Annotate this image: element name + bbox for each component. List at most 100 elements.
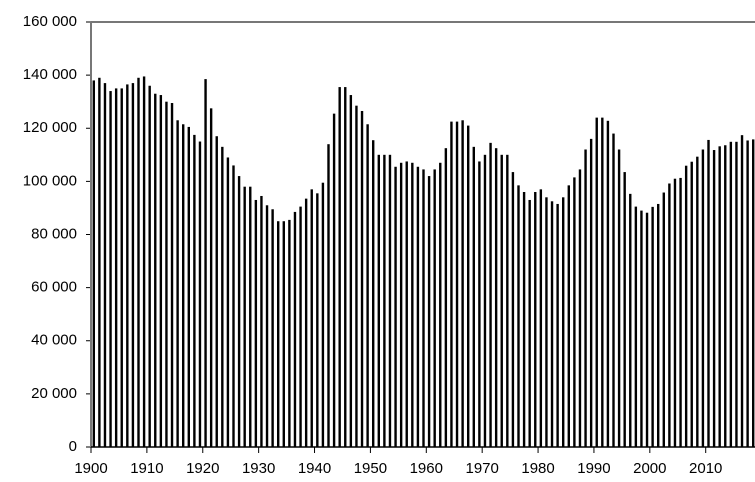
bar <box>746 140 749 447</box>
bar <box>198 141 202 447</box>
bar <box>455 121 459 447</box>
bar <box>304 198 308 447</box>
bar <box>265 205 269 447</box>
bar <box>126 84 129 447</box>
bar <box>640 210 643 447</box>
bar <box>483 154 487 447</box>
bar <box>182 124 185 447</box>
bar <box>360 110 364 447</box>
x-tick-label: 1940 <box>298 460 331 477</box>
bar <box>629 193 632 447</box>
bar <box>427 176 431 447</box>
bar <box>550 201 554 447</box>
x-tick-label: 1960 <box>410 460 443 477</box>
bar <box>439 162 442 447</box>
bar <box>394 166 397 447</box>
bar <box>338 87 341 447</box>
bar <box>478 161 481 447</box>
bar <box>662 192 665 447</box>
x-tick-label: 1910 <box>130 460 163 477</box>
bar <box>556 203 559 447</box>
bar <box>634 206 638 447</box>
y-tick-label: 20 000 <box>31 385 77 402</box>
bar <box>288 219 291 447</box>
bar <box>372 140 375 447</box>
bar <box>159 95 163 447</box>
bar <box>226 157 230 447</box>
y-tick-label: 0 <box>69 438 77 455</box>
bar <box>712 150 716 447</box>
x-tick-label: 1900 <box>74 460 107 477</box>
bar <box>176 120 179 447</box>
bar <box>735 141 738 447</box>
y-tick-label: 160 000 <box>23 13 77 30</box>
bar <box>310 189 313 447</box>
bar <box>573 177 576 447</box>
bar <box>332 113 336 447</box>
bar <box>187 126 190 447</box>
bar <box>539 189 543 447</box>
bar <box>668 183 671 447</box>
bar <box>148 85 151 447</box>
bar <box>578 169 582 447</box>
bar <box>293 211 297 447</box>
y-tick-label: 60 000 <box>31 279 77 296</box>
bar <box>388 154 392 447</box>
bar <box>528 199 531 447</box>
bar <box>131 83 135 447</box>
bar <box>606 120 610 447</box>
bar <box>467 125 470 447</box>
bar <box>740 135 744 447</box>
y-tick-label: 40 000 <box>31 332 77 349</box>
bar <box>327 144 330 447</box>
y-tick-label: 140 000 <box>23 66 77 83</box>
bar <box>355 105 358 447</box>
bar <box>103 83 107 447</box>
bar <box>120 88 123 447</box>
bar <box>299 206 302 447</box>
bar <box>724 145 727 447</box>
bar <box>444 148 448 447</box>
bar <box>165 101 168 447</box>
bar <box>623 172 626 447</box>
x-tick-label: 1920 <box>186 460 219 477</box>
bar <box>316 193 319 447</box>
x-tick-label: 1990 <box>577 460 610 477</box>
bar <box>494 148 498 447</box>
bar <box>260 195 263 447</box>
bar <box>489 142 492 447</box>
bar <box>232 165 235 447</box>
x-tick-label: 1970 <box>465 460 498 477</box>
bar <box>679 177 682 447</box>
bar <box>349 95 353 447</box>
x-tick-label: 1930 <box>242 460 275 477</box>
bar <box>461 120 464 447</box>
bar <box>684 165 688 447</box>
bar <box>243 186 246 447</box>
bar <box>383 154 386 447</box>
bar <box>399 162 403 447</box>
x-tick-label: 1980 <box>521 460 554 477</box>
bar <box>344 87 347 447</box>
bar <box>366 124 369 447</box>
bar <box>752 139 755 447</box>
bar <box>377 154 380 447</box>
bar <box>584 149 587 447</box>
bar <box>450 121 453 447</box>
bar <box>506 154 509 447</box>
bar <box>237 176 241 447</box>
bar <box>707 139 710 447</box>
bar <box>617 149 621 447</box>
bar <box>696 156 699 447</box>
bar <box>701 149 705 447</box>
bar <box>142 76 146 447</box>
bar <box>589 138 593 447</box>
bar <box>170 103 174 447</box>
bar <box>612 133 615 447</box>
bar <box>433 169 436 447</box>
bar <box>729 141 733 447</box>
x-tick-label: 1950 <box>354 460 387 477</box>
bar <box>277 221 280 447</box>
bar <box>673 178 677 447</box>
